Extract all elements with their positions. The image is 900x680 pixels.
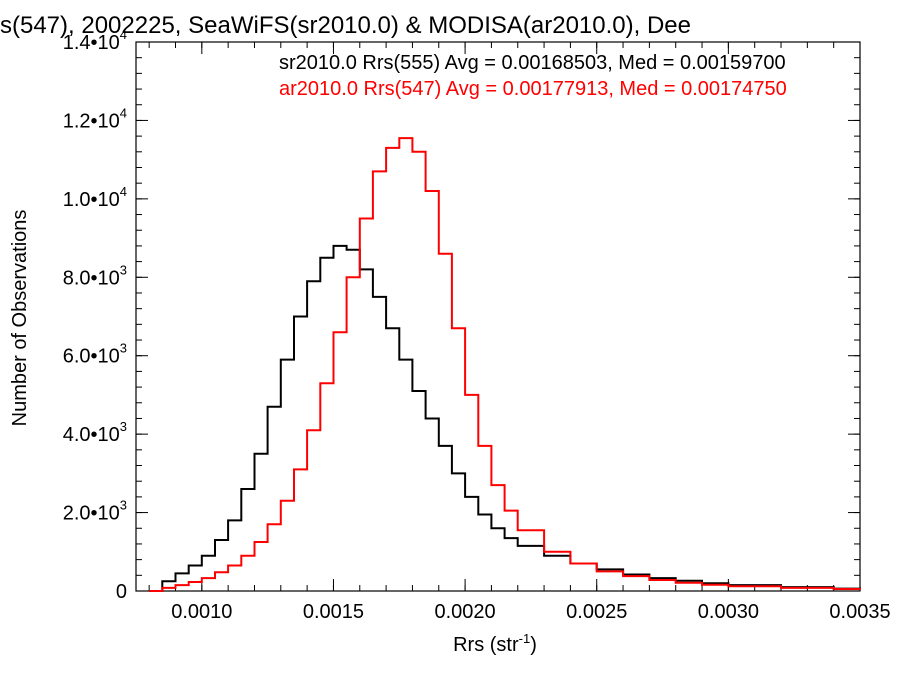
y-tick-label: 1.0•104 (63, 184, 127, 211)
x-axis-label-close: ) (530, 634, 537, 656)
y-axis-label: Number of Observations (9, 210, 31, 427)
chart-title: rs(547), 2002225, SeaWiFS(sr2010.0) & MO… (0, 12, 691, 39)
x-tick-label: 0.0020 (435, 601, 496, 623)
y-tick-label: 1.4•104 (63, 27, 127, 54)
series-layer (149, 137, 861, 592)
x-tick-label: 0.0015 (303, 601, 364, 623)
y-axis: 0 2.0•103 4.0•103 6.0•103 8.0•103 1.0•104 1.2•… (63, 27, 860, 603)
legend-entry-black: sr2010.0 Rrs(555) Avg = 0.00168503, Med … (279, 52, 786, 74)
y-tick-label: 8.0•103 (63, 262, 127, 289)
legend-entry-red: ar2010.0 Rrs(547) Avg = 0.00177913, Med … (279, 78, 787, 100)
histogram-black-series (149, 244, 861, 592)
x-tick-label: 0.0030 (698, 601, 759, 623)
x-axis-label-main: Rrs (str (453, 634, 519, 656)
x-tick-label: 0.0025 (566, 601, 627, 623)
x-axis: 0.0010 0.0015 0.0020 0.0025 0.0030 0.0035 (148, 42, 891, 623)
x-axis-label-superscript: -1 (519, 631, 531, 646)
y-tick-label: 0 (116, 581, 127, 603)
y-tick-label: 2.0•103 (63, 498, 127, 525)
x-axis-label: Rrs (str-1) (453, 631, 537, 656)
histogram-red-series (149, 137, 861, 592)
y-tick-label: 6.0•103 (63, 341, 127, 368)
plot-frame (135, 41, 861, 592)
y-tick-label: 4.0•103 (63, 419, 127, 446)
plot-border (135, 41, 861, 592)
y-tick-label: 1.2•104 (63, 105, 127, 132)
x-tick-label: 0.0035 (829, 601, 890, 623)
x-tick-label: 0.0010 (171, 601, 232, 623)
